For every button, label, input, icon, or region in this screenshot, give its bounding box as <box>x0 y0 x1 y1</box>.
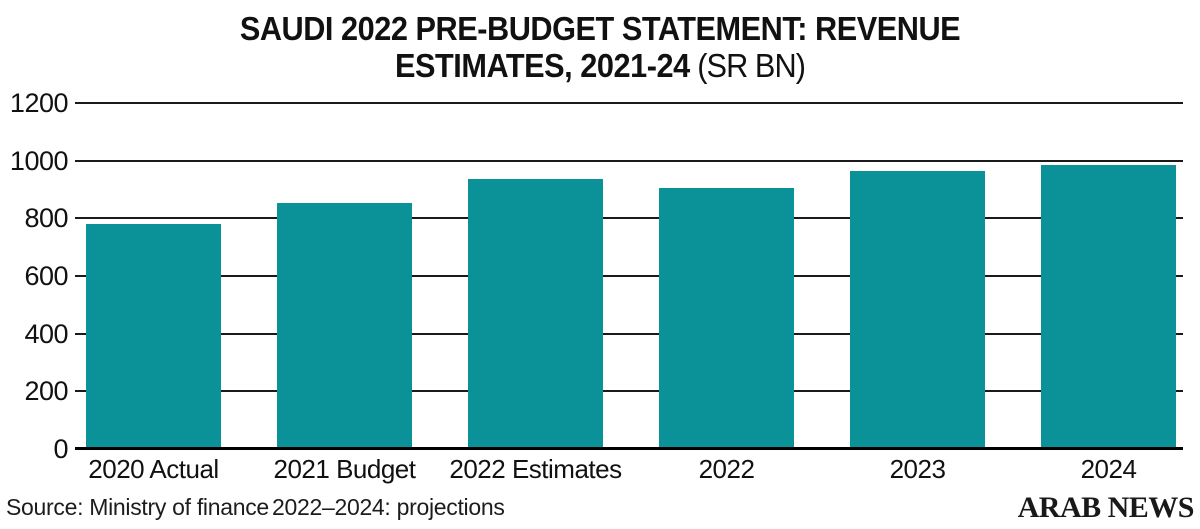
x-tick-label-2022: 2022 <box>698 454 755 484</box>
x-axis-line <box>75 447 1183 450</box>
x-tick-label-2022-estimates: 2022 Estimates <box>449 454 622 484</box>
y-tick-label-400: 400 <box>24 318 68 349</box>
x-tick-label-2020-actual: 2020 Actual <box>88 454 219 484</box>
gridline-200 <box>75 390 1183 393</box>
source-text: Source: Ministry of finance <box>6 494 269 520</box>
plot-area <box>75 102 1183 450</box>
bar-2021-budget <box>277 202 412 449</box>
gridline-600 <box>75 275 1183 277</box>
gridline-400 <box>75 332 1183 335</box>
projections-note: 2022–2024: projections <box>272 494 505 520</box>
bar-2022-estimates <box>468 179 603 449</box>
bar-2024 <box>1041 165 1176 449</box>
y-tick-label-200: 200 <box>24 376 68 407</box>
gridline-1000 <box>75 159 1183 162</box>
y-tick-label-1200: 1200 <box>9 88 69 118</box>
y-tick-label-800: 800 <box>24 203 68 234</box>
chart-title-line2: ESTIMATES, 2021-24 (SR BN) <box>42 47 1158 84</box>
y-tick-label-1000: 1000 <box>9 145 69 176</box>
x-tick-label-2023: 2023 <box>889 454 946 484</box>
gridline-1200 <box>75 102 1183 104</box>
chart-title: SAUDI 2022 PRE-BUDGET STATEMENT: REVENUE… <box>0 10 1200 84</box>
bar-2020-actual <box>86 224 221 449</box>
bar-2023 <box>850 170 985 449</box>
x-tick-label-2021-budget: 2021 Budget <box>273 454 416 484</box>
bar-2022 <box>659 188 794 449</box>
bar-group <box>75 103 1183 449</box>
y-tick-label-0: 0 <box>53 434 68 464</box>
chart-title-line1: SAUDI 2022 PRE-BUDGET STATEMENT: REVENUE <box>239 10 961 47</box>
gridline-800 <box>75 217 1183 220</box>
chart-title-unit: (SR BN) <box>689 47 806 84</box>
chart-title-line2-main: ESTIMATES, 2021-24 <box>395 47 690 84</box>
x-tick-label-2024: 2024 <box>1080 454 1137 484</box>
y-tick-label-600: 600 <box>24 261 68 291</box>
arab-news-logo: ARAB NEWS <box>1017 491 1195 524</box>
